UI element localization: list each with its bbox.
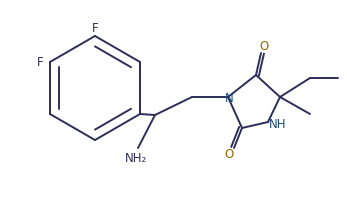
Text: N: N bbox=[225, 93, 234, 105]
Text: O: O bbox=[259, 40, 269, 53]
Text: NH: NH bbox=[269, 118, 287, 130]
Text: F: F bbox=[92, 21, 98, 35]
Text: F: F bbox=[37, 56, 43, 68]
Text: O: O bbox=[225, 148, 234, 162]
Text: NH₂: NH₂ bbox=[125, 153, 147, 165]
